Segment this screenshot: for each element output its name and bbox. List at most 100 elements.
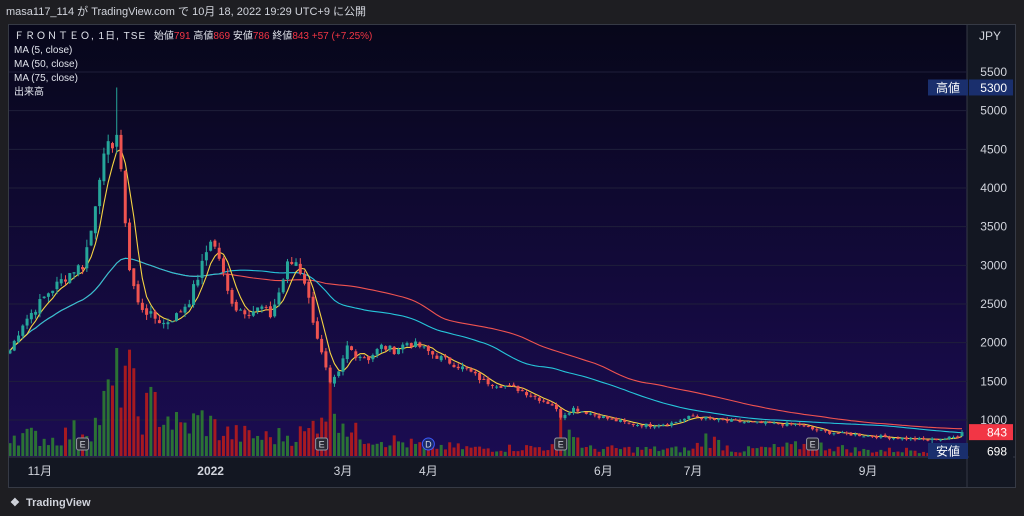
volume-bar [610,445,614,456]
volume-bar [119,407,123,456]
volume-bar [917,453,921,456]
time-scale-background [9,457,1015,487]
volume-bar [93,417,97,456]
volume-bar [559,412,563,456]
volume-bar [21,433,25,456]
candle-body [81,267,85,270]
volume-bar [537,447,541,456]
candle-body [392,346,396,355]
volume-bar [593,448,597,456]
volume-bar [350,432,354,456]
volume-bar [362,443,366,456]
volume-bar [768,447,772,456]
earnings-marker[interactable] [76,437,90,451]
price-tick-label: 3000 [980,258,1007,272]
candle-body [294,262,298,266]
price-tick-label: 4000 [980,181,1007,195]
ma50-line [9,257,963,434]
candle-body [678,420,682,422]
candle-body [149,311,153,314]
volume-bar [213,419,217,456]
volume-bar [106,379,110,456]
candle-body [909,438,913,440]
candle-body [486,378,490,385]
candle-body [153,311,157,319]
candle-body [221,258,225,273]
earnings-marker[interactable] [554,437,568,451]
volume-bar [794,441,798,456]
volume-legend[interactable]: 出来高 [14,87,44,98]
candle-body [422,346,426,348]
ma5-legend[interactable]: MA (5, close) [14,45,73,56]
volume-bar [717,439,721,456]
volume-bar [55,445,59,456]
volume-bar [281,441,285,456]
high-tag-value: 5300 [980,81,1007,95]
candle-body [828,430,832,434]
dividend-marker[interactable] [421,437,435,451]
candle-body [128,222,132,271]
candle-body [836,432,840,434]
candle-body [119,134,123,170]
candle-body [482,378,486,380]
candle-body [495,386,499,388]
candle-body [879,435,883,438]
candle-body [922,437,926,440]
volume-bar [64,427,67,456]
candle-body [12,340,16,351]
volume-bar [294,441,298,456]
earnings-marker[interactable] [315,437,329,451]
publish-attribution-bar: masa117_114 が TradingView.com で 10月 18, … [0,0,1024,24]
time-tick-label: 9月 [859,464,878,478]
price-tick-label: 1500 [980,374,1007,388]
volume-bar [751,448,755,456]
tradingview-logo[interactable]: ❖ TradingView [10,496,91,509]
ma75-legend[interactable]: MA (75, close) [14,73,78,84]
candle-body [623,420,627,422]
candle-body [900,437,904,440]
candle-body [68,273,72,283]
price-axis[interactable]: 1000 1500 2000 2500 3000 3500 4000 4500 5000 5500 [980,65,1007,427]
candle-body [572,407,576,413]
earnings-marker[interactable] [806,437,820,451]
candle-body [247,314,251,316]
volume-bar [614,448,618,456]
candle-body [563,414,567,419]
ma50-legend[interactable]: MA (50, close) [14,59,78,70]
volume-bar [478,446,482,456]
candle-body [849,432,853,436]
volume-bar [755,448,759,456]
volume-bar [68,439,72,456]
symbol-title[interactable]: ＦＲＯＮＴＥＯ, 1日, TSE [14,31,147,42]
volume-bar [311,420,315,456]
candle-body [260,306,264,309]
candle-body [469,368,473,372]
candle-body [388,345,392,350]
volume-bar [247,430,251,456]
candle-body [414,341,418,347]
volume-bar [529,445,533,456]
candle-body [478,372,482,381]
low-tag-label: 安値 [936,444,960,459]
candle-body [17,335,21,342]
candle-body [59,279,63,284]
volume-bar [572,437,576,456]
candle-body [341,358,345,372]
candle-body [345,345,349,360]
candle-body [546,401,550,404]
candle-body [601,416,605,418]
chart-frame [8,24,1016,488]
time-axis[interactable]: 11月 2022 3月 4月 6月 7月 9月 [28,464,878,478]
candle-body [76,265,80,275]
volume-bar [461,449,465,456]
candle-body [443,356,447,358]
volume-bar [285,435,289,456]
event-marker-label: E [80,440,86,450]
volume-bar [290,445,294,456]
volume-bar [507,444,511,456]
candle-body [179,311,183,313]
price-tick-label: 3500 [980,220,1007,234]
volume-bar [883,451,887,456]
